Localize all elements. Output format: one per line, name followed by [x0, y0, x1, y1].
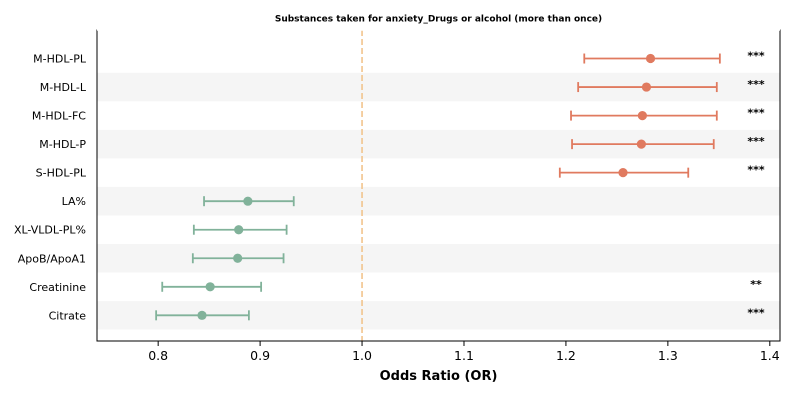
y-tick-label: S-HDL-PL: [36, 167, 87, 180]
row-band: [97, 186, 780, 216]
y-axis-labels: M-HDL-PL M-HDL-L M-HDL-FC M-HDL-P S-HDL-PL LA…: [14, 53, 87, 323]
significance-label: ***: [747, 107, 765, 120]
x-tick-label: 0.8: [148, 348, 168, 363]
chart-title: Substances taken for anxiety_Drugs or al…: [275, 15, 602, 25]
x-tick-label: 1.2: [556, 348, 576, 363]
or-point: [233, 253, 243, 263]
or-point: [197, 310, 207, 320]
significance-label: ***: [747, 50, 765, 63]
x-tick-label: 1.3: [658, 348, 678, 363]
or-point: [234, 225, 244, 235]
x-tick-label: 1.1: [454, 348, 474, 363]
significance-labels: ********************: [747, 50, 765, 320]
or-point: [636, 139, 646, 149]
or-point: [637, 110, 647, 121]
significance-label: **: [750, 278, 762, 291]
y-tick-label: M-HDL-FC: [32, 110, 86, 123]
data-marks: [155, 53, 721, 321]
y-tick-label: Citrate: [49, 309, 87, 322]
y-tick-label: XL-VLDL-PL%: [14, 224, 86, 237]
y-tick-label: LA%: [62, 195, 86, 208]
row-bands: [97, 72, 780, 330]
or-point: [618, 168, 628, 178]
or-point: [641, 82, 652, 92]
y-tick-label: ApoB/ApoA1: [18, 252, 86, 265]
x-axis-title: Odds Ratio (OR): [380, 369, 498, 384]
or-point: [205, 282, 215, 292]
y-tick-label: M-HDL-L: [40, 81, 87, 94]
significance-label: ***: [747, 78, 765, 91]
y-tick-label: Creatinine: [29, 281, 86, 294]
significance-label: ***: [747, 164, 765, 177]
x-tick-label: 0.9: [250, 348, 270, 363]
y-tick-label: M-HDL-P: [39, 138, 86, 151]
significance-label: ***: [747, 135, 765, 148]
significance-label: ***: [747, 306, 765, 319]
x-tick-label: 1.4: [760, 348, 780, 363]
or-point: [645, 53, 656, 64]
x-axis: 0.8 0.9 1.0 1.1 1.2 1.3 1.4: [148, 341, 780, 363]
x-tick-label: 1.0: [352, 348, 372, 363]
y-tick-label: M-HDL-PL: [33, 53, 87, 66]
or-point: [243, 196, 253, 206]
